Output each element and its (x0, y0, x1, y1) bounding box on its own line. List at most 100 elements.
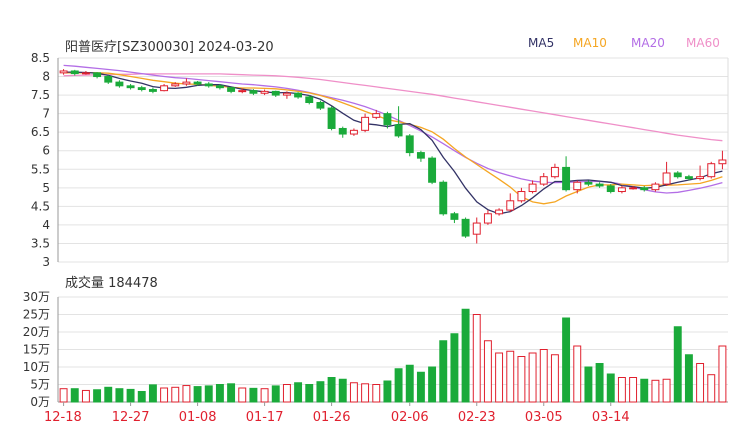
volume-bar (707, 374, 716, 403)
date-label: 01-08 (179, 410, 217, 425)
date-label: 02-06 (391, 410, 429, 425)
volume-bar (182, 385, 191, 403)
price-tick-label: 7 (42, 107, 50, 121)
volume-bar (383, 380, 392, 403)
volume-bar (573, 345, 582, 403)
candle-body (126, 85, 135, 89)
candle-body (495, 209, 504, 215)
candle-body (573, 181, 582, 191)
volume-bar (662, 378, 671, 403)
volume-bar (606, 373, 615, 403)
date-label: 02-23 (458, 410, 496, 425)
date-label: 12-27 (112, 410, 150, 425)
candle-body (171, 83, 180, 87)
volume-tick-label: 20万 (23, 325, 50, 339)
volume-axis: 30万 25万 20万 15万 10万 5万 0万 (23, 290, 728, 409)
candle-body (349, 129, 358, 135)
volume-bar (550, 354, 559, 403)
ma60-line (63, 73, 723, 142)
candle-body (227, 87, 236, 92)
candle-body (450, 213, 459, 220)
volume-bar (405, 364, 414, 403)
candle-body (137, 87, 146, 91)
candlesticks (59, 69, 727, 244)
date-label: 01-26 (313, 410, 351, 425)
candle-body (707, 163, 716, 178)
candle-body (629, 187, 638, 190)
volume-bar (506, 350, 515, 403)
legend-ma20: MA20 (631, 36, 665, 50)
price-tick-label: 5 (42, 181, 50, 195)
volume-bar (81, 389, 90, 403)
candle-body (182, 81, 191, 85)
date-label: 03-14 (592, 410, 630, 425)
candle-body (271, 90, 280, 96)
volume-bar (148, 384, 157, 403)
candle-body (550, 166, 559, 178)
volume-bar (539, 349, 548, 403)
candle-body (461, 218, 470, 237)
volume-tick-label: 10万 (23, 360, 50, 374)
candle-body (249, 90, 258, 94)
volume-tick-label: 15万 (23, 343, 50, 357)
date-label: 03-05 (525, 410, 563, 425)
volume-bar (215, 384, 224, 403)
candle-body (405, 135, 414, 154)
volume-bar (584, 366, 593, 403)
candle-body (70, 70, 79, 75)
volume-tick-label: 5万 (30, 378, 50, 392)
candle-body (148, 89, 157, 92)
candle-body (416, 152, 425, 159)
volume-bar (416, 371, 425, 403)
chart-title: 阳普医疗[SZ300030] 2024-03-20 (65, 40, 274, 55)
candle-body (528, 183, 537, 193)
volume-bar (59, 388, 68, 403)
candle-body (472, 222, 481, 235)
price-tick-label: 7.5 (31, 88, 50, 102)
volume-title: 成交量 184478 (65, 275, 158, 291)
date-axis: 12-18 12-27 01-08 01-17 01-26 02-06 02-23 03-05… (44, 402, 630, 425)
volume-bar (115, 388, 124, 403)
volume-bar (595, 363, 604, 403)
candle-body (517, 191, 526, 202)
volume-bar (439, 340, 448, 403)
volume-bar (718, 345, 727, 403)
candle-body (718, 159, 727, 165)
volume-bar (394, 368, 403, 403)
volume-bar (651, 379, 660, 403)
candle-body (305, 96, 314, 104)
candle-body (193, 81, 202, 85)
candle-body (584, 181, 593, 185)
candle-body (316, 102, 325, 109)
candle-body (428, 157, 437, 183)
volume-bar (562, 317, 571, 403)
volume-grid (58, 296, 728, 403)
date-label: 01-17 (246, 410, 284, 425)
volume-bar (70, 388, 79, 403)
price-tick-label: 3.5 (31, 236, 50, 250)
candle-body (595, 183, 604, 187)
candle-body (562, 166, 571, 191)
candle-body (282, 92, 291, 96)
candle-body (640, 187, 649, 191)
candle-body (81, 72, 90, 75)
price-grid (58, 57, 728, 263)
volume-bar (327, 377, 336, 403)
ma20-line (63, 64, 723, 194)
price-tick-label: 4 (42, 218, 50, 232)
volume-bar (528, 352, 537, 403)
volume-bar (495, 352, 504, 403)
volume-bar (461, 308, 470, 403)
volume-bar (361, 383, 370, 403)
volume-bars (59, 308, 727, 403)
volume-bar (238, 387, 247, 403)
price-tick-label: 3 (42, 255, 50, 269)
volume-bar (93, 389, 102, 403)
candle-body (539, 176, 548, 185)
price-tick-label: 6.5 (31, 125, 50, 139)
candle-body (372, 113, 381, 118)
volume-bar (316, 381, 325, 403)
volume-bar (629, 377, 638, 403)
volume-tick-label: 25万 (23, 308, 50, 322)
